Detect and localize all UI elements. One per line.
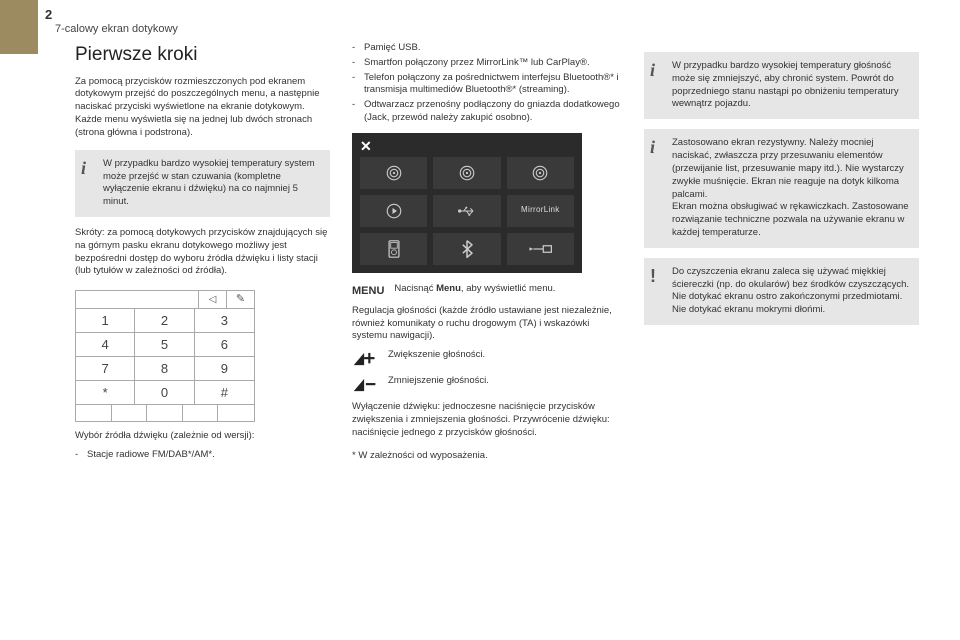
key-hash[interactable]: # — [195, 381, 254, 405]
media-radio-1[interactable] — [360, 157, 427, 189]
source-mirrorlink: Smartfon połączony przez MirrorLink™ lub… — [352, 57, 622, 70]
shortcuts-text: Skróty: za pomocą dotykowych przycisków … — [75, 227, 330, 278]
close-icon[interactable]: ✕ — [360, 137, 372, 156]
page-title: Pierwsze kroki — [75, 42, 330, 68]
keypad-back-icon[interactable]: ◁ — [198, 291, 226, 308]
header-subtitle: 7-calowy ekran dotykowy — [55, 22, 178, 37]
source-radio: Stacje radiowe FM/DAB*/AM*. — [75, 449, 330, 462]
column-2: Pamięć USB. Smartfon połączony przez Mir… — [352, 42, 622, 468]
key-9[interactable]: 9 — [195, 357, 254, 381]
volume-down-icon[interactable] — [352, 375, 378, 395]
column-3: i W przypadku bardzo wysokiej temperatur… — [644, 42, 919, 468]
source-bluetooth: Telefon połączony za pośrednictwem inter… — [352, 72, 622, 98]
info-icon: i — [650, 135, 655, 159]
info-temp-standby: i W przypadku bardzo wysokiej temperatur… — [75, 150, 330, 217]
keypad-edit-icon[interactable]: ✎ — [226, 291, 254, 308]
key-7[interactable]: 7 — [76, 357, 135, 381]
menu-desc: Nacisnąć Menu, aby wyświetlić menu. — [394, 283, 555, 296]
key-star[interactable]: * — [76, 381, 135, 405]
key-3[interactable]: 3 — [195, 309, 254, 333]
key-1[interactable]: 1 — [76, 309, 135, 333]
volume-down-row: Zmniejszenie głośności. — [352, 375, 622, 395]
sources-intro: Wybór źródła dźwięku (zależnie od wersji… — [75, 430, 330, 443]
media-play[interactable] — [360, 195, 427, 227]
volume-intro: Regulacja głośności (każde źródło ustawi… — [352, 305, 622, 343]
page-number: 2 — [45, 6, 52, 24]
key-2[interactable]: 2 — [135, 309, 194, 333]
key-8[interactable]: 8 — [135, 357, 194, 381]
intro-text: Za pomocą przycisków rozmieszczonych pod… — [75, 76, 330, 140]
sources-list-cont: Pamięć USB. Smartfon połączony przez Mir… — [352, 42, 622, 125]
mute-text: Wyłączenie dźwięku: jednoczesne naciśnię… — [352, 401, 622, 439]
info-temp-volume: i W przypadku bardzo wysokiej temperatur… — [644, 52, 919, 119]
source-usb: Pamięć USB. — [352, 42, 622, 55]
media-jack[interactable] — [507, 233, 574, 265]
column-1: Pierwsze kroki Za pomocą przycisków rozm… — [75, 42, 330, 468]
menu-button-label[interactable]: MENU — [352, 283, 384, 299]
key-4[interactable]: 4 — [76, 333, 135, 357]
warning-icon: ! — [650, 264, 656, 288]
media-ipod[interactable] — [360, 233, 427, 265]
volume-up-row: Zwiększenie głośności. — [352, 349, 622, 369]
media-radio-3[interactable] — [507, 157, 574, 189]
info-text: W przypadku bardzo wysokiej temperatury … — [103, 158, 315, 207]
media-source-grid: ✕ MirrorLink — [352, 133, 582, 273]
info-icon: i — [81, 156, 86, 180]
media-mirrorlink[interactable]: MirrorLink — [507, 195, 574, 227]
sources-list-start: Stacje radiowe FM/DAB*/AM*. — [75, 449, 330, 462]
info-text: Zastosowano ekran rezystywny. Należy moc… — [672, 137, 909, 238]
menu-row: MENU Nacisnąć Menu, aby wyświetlić menu. — [352, 283, 622, 299]
media-usb[interactable] — [433, 195, 500, 227]
media-radio-2[interactable] — [433, 157, 500, 189]
key-5[interactable]: 5 — [135, 333, 194, 357]
volume-up-text: Zwiększenie głośności. — [388, 349, 485, 362]
source-aux: Odtwarzacz przenośny podłączony do gniaz… — [352, 99, 622, 125]
keypad: ◁ ✎ 1 2 3 4 5 6 7 8 9 * 0 # — [75, 290, 255, 422]
key-0[interactable]: 0 — [135, 381, 194, 405]
side-tab — [0, 0, 38, 54]
volume-down-text: Zmniejszenie głośności. — [388, 375, 489, 388]
equipment-footnote: * W zależności od wyposażenia. — [352, 450, 622, 463]
media-bluetooth[interactable] — [433, 233, 500, 265]
info-text: W przypadku bardzo wysokiej temperatury … — [672, 60, 899, 109]
warning-cleaning: ! Do czyszczenia ekranu zaleca się używa… — [644, 258, 919, 325]
info-icon: i — [650, 58, 655, 82]
key-6[interactable]: 6 — [195, 333, 254, 357]
warning-text: Do czyszczenia ekranu zaleca się używać … — [672, 266, 909, 315]
volume-up-icon[interactable] — [352, 349, 378, 369]
info-resistive-screen: i Zastosowano ekran rezystywny. Należy m… — [644, 129, 919, 248]
